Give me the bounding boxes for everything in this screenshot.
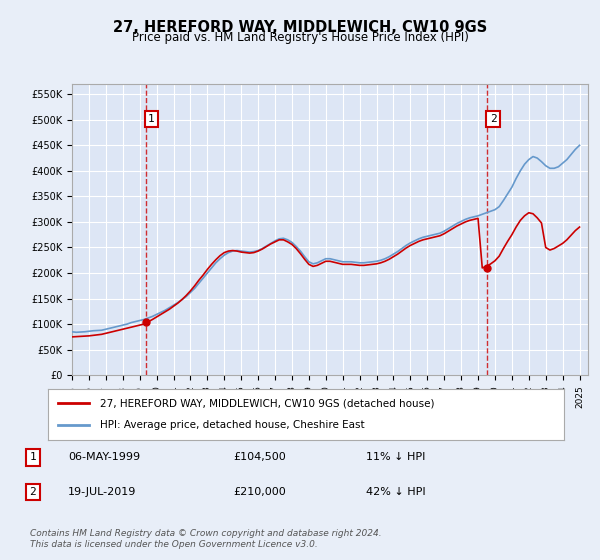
Text: 2: 2 [29,487,36,497]
Text: 42% ↓ HPI: 42% ↓ HPI [366,487,426,497]
Text: 11% ↓ HPI: 11% ↓ HPI [366,452,425,462]
Text: 27, HEREFORD WAY, MIDDLEWICH, CW10 9GS: 27, HEREFORD WAY, MIDDLEWICH, CW10 9GS [113,20,487,35]
Text: 19-JUL-2019: 19-JUL-2019 [68,487,137,497]
Text: 1: 1 [29,452,36,462]
Text: £210,000: £210,000 [234,487,287,497]
Text: HPI: Average price, detached house, Cheshire East: HPI: Average price, detached house, Ches… [100,421,364,431]
Text: 1: 1 [148,114,155,124]
Text: 2: 2 [490,114,496,124]
Text: 27, HEREFORD WAY, MIDDLEWICH, CW10 9GS (detached house): 27, HEREFORD WAY, MIDDLEWICH, CW10 9GS (… [100,398,434,408]
Text: 06-MAY-1999: 06-MAY-1999 [68,452,140,462]
Text: £104,500: £104,500 [234,452,287,462]
Text: Contains HM Land Registry data © Crown copyright and database right 2024.
This d: Contains HM Land Registry data © Crown c… [30,529,382,549]
Text: Price paid vs. HM Land Registry's House Price Index (HPI): Price paid vs. HM Land Registry's House … [131,31,469,44]
